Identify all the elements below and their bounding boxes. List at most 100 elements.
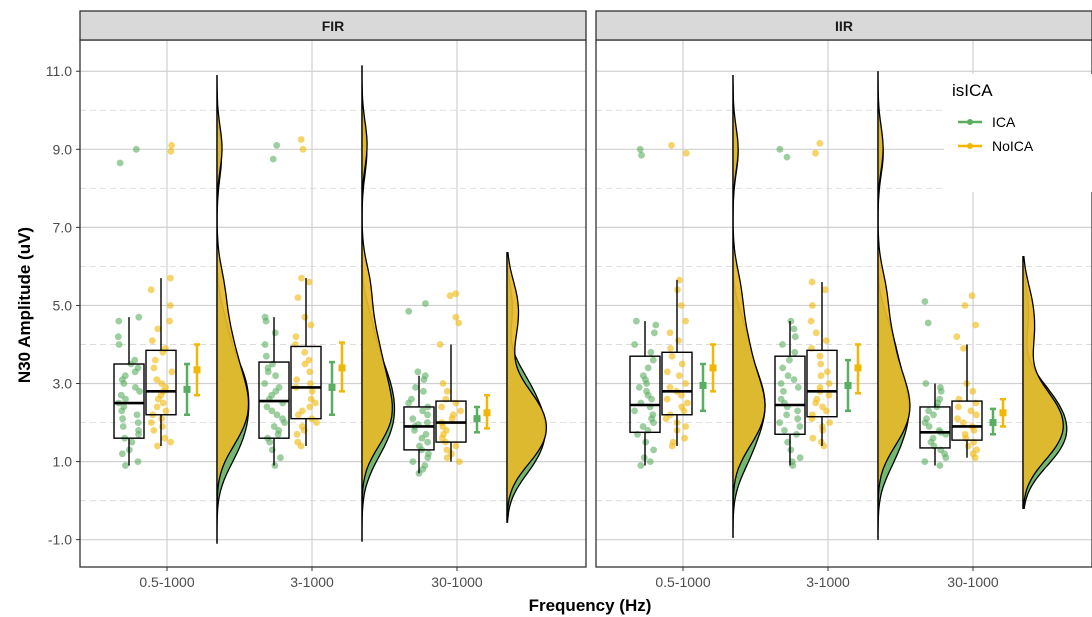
data-point-noica [313, 419, 320, 426]
data-point-noica [305, 278, 313, 286]
data-point-ica [420, 387, 427, 395]
data-point-noica [816, 140, 824, 147]
y-tick-label: 3.0 [53, 376, 73, 392]
data-point-ica [424, 454, 432, 462]
data-point-noica [153, 403, 161, 411]
data-point-noica [312, 399, 319, 407]
data-point-ica [122, 462, 129, 469]
mean-marker-noica [483, 409, 491, 417]
mean-marker-noica [854, 364, 862, 372]
cloud-noica [216, 75, 250, 544]
data-point-noica [306, 403, 314, 411]
data-point-noica [666, 384, 674, 391]
data-point-ica [631, 341, 638, 348]
data-point-noica [825, 391, 833, 399]
data-point-noica [826, 419, 834, 426]
data-point-ica [937, 387, 945, 395]
x-tick-label: 3-1000 [290, 574, 334, 590]
data-point-noica [823, 368, 831, 376]
panel-content [113, 65, 548, 544]
box-ica [403, 406, 435, 451]
data-point-ica [424, 411, 431, 419]
data-point-noica [668, 352, 676, 360]
data-point-ica [638, 151, 645, 159]
data-point-noica [438, 403, 445, 411]
y-tick-label: 1.0 [53, 454, 73, 470]
data-point-ica [643, 380, 650, 387]
data-point-noica [166, 317, 173, 325]
data-point-noica [675, 372, 683, 380]
data-point-noica [680, 407, 688, 415]
data-point-noica [452, 290, 460, 298]
data-point-noica [162, 407, 170, 415]
data-point-noica [808, 278, 816, 286]
data-point-noica [436, 341, 444, 348]
box-ica [774, 355, 806, 435]
group-3-1000 [774, 71, 911, 540]
data-point-ica [263, 403, 271, 411]
x-tick-label: 0.5-1000 [139, 574, 194, 590]
data-point-ica [132, 145, 140, 153]
data-point-ica [420, 376, 428, 383]
box-noica [145, 349, 177, 416]
data-point-ica [133, 411, 141, 419]
data-point-ica [783, 411, 790, 419]
data-point-ica [779, 341, 786, 348]
y-tick-label: 9.0 [53, 141, 73, 157]
data-point-ica [796, 454, 804, 462]
data-point-ica [414, 368, 422, 376]
data-point-noica [662, 415, 670, 423]
data-point-noica [297, 136, 305, 143]
data-point-noica [452, 442, 460, 450]
data-point-ica [786, 356, 793, 364]
y-tick-label: 5.0 [53, 297, 73, 313]
mean-marker-noica [999, 409, 1007, 417]
legend-label-ica: ICA [992, 114, 1016, 130]
data-point-ica [783, 153, 791, 161]
data-point-noica [292, 333, 300, 341]
data-point-ica [119, 415, 126, 423]
data-point-noica [677, 391, 685, 399]
cloud-noica [877, 71, 911, 540]
data-point-noica [809, 434, 817, 442]
x-tick-label: 30-1000 [947, 574, 999, 590]
y-tick-label: 7.0 [53, 219, 73, 235]
data-point-noica [452, 313, 460, 321]
data-point-ica [924, 319, 932, 327]
data-point-ica [120, 380, 128, 387]
data-point-noica [970, 427, 978, 434]
data-point-ica [794, 407, 801, 415]
data-point-ica [942, 454, 950, 462]
data-point-noica [816, 352, 824, 360]
box-noica [290, 345, 322, 420]
data-point-noica [457, 407, 464, 415]
box-noica [806, 349, 838, 418]
data-point-noica [150, 364, 158, 372]
legend: isICA ICA NoICA [944, 74, 1092, 192]
data-point-noica [812, 149, 819, 157]
data-point-ica [779, 364, 787, 372]
data-point-ica [776, 419, 784, 426]
box-ica [919, 406, 951, 449]
x-tick-label: 30-1000 [431, 574, 483, 590]
mean-marker-ica [844, 381, 852, 389]
data-point-noica [663, 395, 671, 403]
x-tick-label: 0.5-1000 [655, 574, 710, 590]
strip-label-fir: FIR [322, 18, 345, 34]
mean-marker-ica [989, 419, 997, 427]
group-0.5-1000 [629, 75, 766, 538]
data-point-noica [682, 423, 690, 430]
data-point-ica [794, 384, 802, 391]
data-point-ica [272, 372, 279, 380]
data-point-noica [668, 442, 676, 450]
data-point-noica [439, 380, 447, 387]
data-point-ica [650, 419, 657, 426]
data-point-noica [168, 368, 176, 376]
data-point-noica [147, 419, 155, 426]
data-point-ica [787, 446, 795, 454]
data-point-ica [635, 384, 643, 391]
data-point-noica [960, 345, 967, 352]
data-point-noica [971, 454, 979, 462]
data-point-noica [668, 142, 675, 149]
data-point-ica [790, 325, 798, 333]
